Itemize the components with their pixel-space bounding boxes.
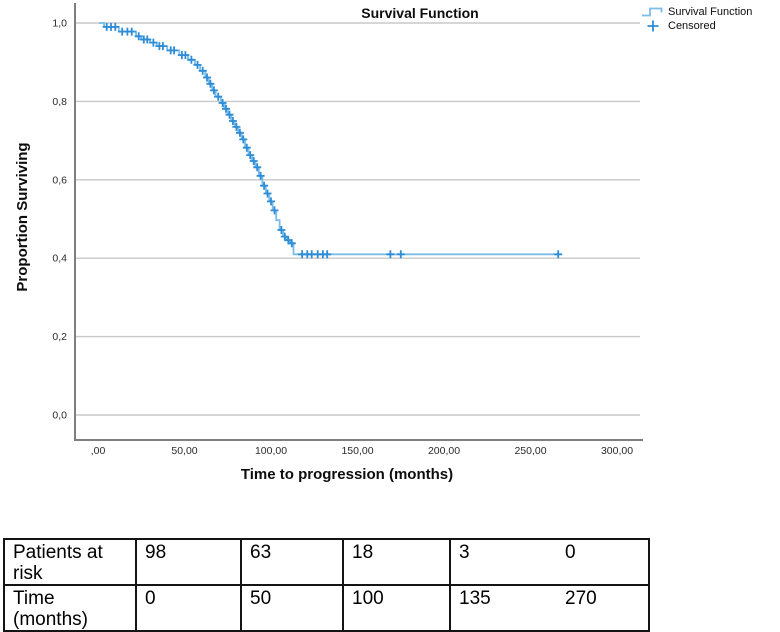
censor-plus-mark [554,250,563,259]
survival-chart: 0,0 0,2 0,4 0,6 0,8 1,0 ,00 50,00 100,00 150,00 20… [14,3,752,483]
censor-plus-mark [225,110,234,119]
chart-title: Survival Function [361,5,479,21]
patients-at-risk-value: 0 [565,542,576,563]
censor-plus-mark [249,157,258,165]
censor-plus-mark [232,122,241,131]
patients-at-risk-value-pair: 3 0 [449,538,650,586]
x-tick-label: 250,00 [514,445,546,457]
censor-plus-mark [239,135,248,144]
table-row-time-months: Time (months) 0 50 100 135 270 [3,584,650,632]
censor-plus-mark [287,239,296,248]
patients-at-risk-value: 18 [342,538,451,586]
censor-plus-mark [214,92,223,101]
censor-plus-mark [242,143,251,152]
legend-label-censored: Censored [668,20,716,32]
censor-plus-mark [187,55,196,64]
plus-icon [647,20,659,32]
y-tick-label: 0,4 [52,253,67,265]
censor-plus-mark [127,27,136,36]
censor-plus-mark [143,35,152,44]
censor-plus-mark [253,163,262,172]
row-label-time-months: Time (months) [3,584,137,632]
row-label-patients-at-risk: Patients at risk [3,538,137,586]
patients-at-risk-value: 98 [135,538,242,586]
time-months-value: 135 [459,588,491,609]
censor-plus-mark [218,99,227,107]
x-tick-label: 150,00 [341,445,373,457]
censor-plus-mark [203,73,211,82]
censor-plus-mark [256,171,265,180]
censor-plus-mark [198,66,207,75]
censor-plus-mark [193,60,202,69]
censor-plus-mark [181,51,190,60]
time-months-value-pair: 135 270 [449,584,650,632]
chart-legend: Survival Function Censored [641,5,752,33]
censor-plus-mark [263,189,272,198]
censor-plus-mark [209,86,218,95]
legend-item-survival-function: Survival Function [641,5,752,19]
time-months-value: 50 [240,584,344,632]
censor-plus-mark [170,46,179,55]
censor-plus-mark [222,104,230,113]
censor-plus-mark [228,117,237,125]
censor-plus-mark [267,197,275,206]
censor-plus-mark [260,181,269,190]
time-months-value: 270 [565,588,597,609]
patients-at-risk-value: 3 [459,542,470,563]
plot-area: 0,0 0,2 0,4 0,6 0,8 1,0 ,00 50,00 100,00 150,00 20… [52,3,643,458]
patients-at-risk-value: 63 [240,538,344,586]
tick-labels: 0,0 0,2 0,4 0,6 0,8 1,0 ,00 50,00 100,00 150,00 20… [52,18,633,458]
x-tick-label: 200,00 [428,445,460,457]
censor-plus-mark [134,32,143,41]
censor-plus-mark [323,250,332,259]
time-months-value: 0 [135,584,242,632]
y-tick-label: 0,6 [52,174,67,186]
patients-at-risk-table: Patients at risk 98 63 18 3 0 Time (mont… [3,538,650,632]
censor-plus-mark [206,79,215,88]
time-months-value: 100 [342,584,451,632]
y-axis-title: Proportion Surviving [14,142,31,292]
censor-plus-mark [158,42,167,51]
y-tick-label: 0,2 [52,331,67,343]
censor-plus-mark [111,22,120,31]
censor-plus-mark [246,151,255,160]
censor-plus-mark [386,250,395,259]
y-tick-label: 1,0 [52,18,67,30]
censor-plus-mark [270,206,279,215]
censor-plus-mark [396,250,405,259]
legend-item-censored: Censored [641,19,752,33]
censor-plus-mark [149,38,158,47]
step-line-icon [642,7,663,17]
x-tick-label: 100,00 [255,445,287,457]
table-row-patients-at-risk: Patients at risk 98 63 18 3 0 [3,538,650,586]
y-tick-label: 0,8 [52,96,67,108]
axes [74,3,643,441]
y-tick-label: 0,0 [52,410,67,422]
gridlines [75,22,640,416]
censor-plus-mark [277,226,286,234]
censor-plus-mark [235,128,244,137]
censor-marks [102,22,563,259]
x-tick-label: 50,00 [171,445,197,457]
x-tick-label: 300,00 [601,445,633,457]
x-axis-title: Time to progression (months) [240,466,454,483]
legend-label-survival-function: Survival Function [668,6,753,18]
x-tick-label: ,00 [91,445,106,457]
survival-curve [98,22,559,256]
